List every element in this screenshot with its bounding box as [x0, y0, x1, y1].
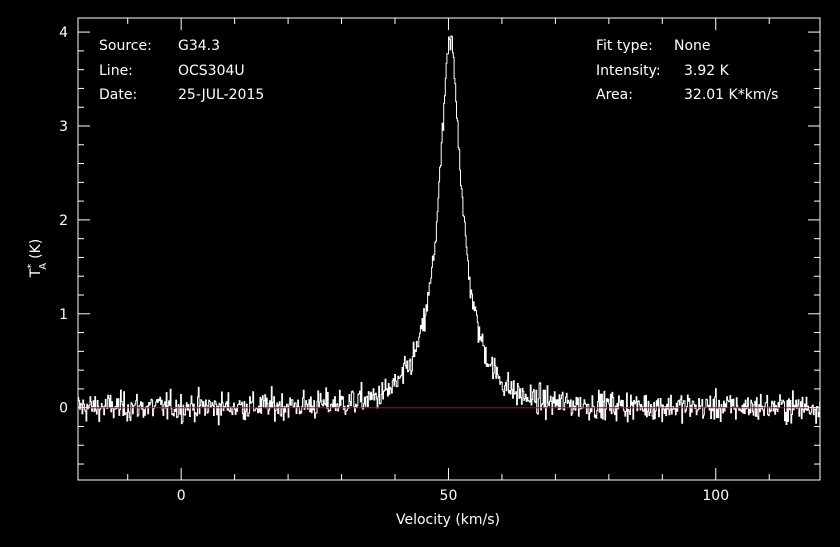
y-tick-label: 2	[59, 213, 68, 229]
y-axis-label-unit: (K)	[28, 239, 44, 259]
source-value: G34.3	[178, 38, 220, 54]
x-tick-label: 0	[177, 488, 186, 504]
y-tick-label: 1	[59, 307, 68, 323]
y-tick-label: 0	[59, 401, 68, 417]
x-axis-label: Velocity (km/s)	[396, 512, 500, 528]
line-label: Line:	[99, 63, 133, 79]
area-value: 32.01 K*km/s	[684, 87, 778, 103]
y-tick-label: 3	[59, 119, 68, 135]
date-label: Date:	[99, 87, 137, 103]
spectrum-series-line	[78, 35, 821, 426]
y-axis-label-sup: *	[26, 264, 37, 269]
axis-ticks: 0 50 100 0 1 2 3 4	[59, 18, 820, 504]
fit-type-value: None	[674, 38, 711, 54]
area-label: Area:	[596, 87, 633, 103]
line-value: OCS304U	[178, 63, 245, 79]
svg-text:T*A(K): T*A (K)	[26, 239, 49, 279]
x-tick-label: 100	[702, 488, 729, 504]
date-value: 25-JUL-2015	[178, 87, 264, 103]
y-tick-label: 4	[59, 25, 68, 41]
spectrum-trace-layer	[78, 35, 821, 426]
plot-frame	[77, 17, 821, 481]
x-tick-label: 50	[440, 488, 458, 504]
intensity-label: Intensity:	[596, 63, 661, 79]
fit-type-label: Fit type:	[596, 38, 653, 54]
y-axis-label-main: T	[28, 268, 44, 278]
intensity-value: 3.92 K	[684, 63, 730, 79]
y-axis-label: T*A (K)	[26, 239, 49, 279]
y-axis-label-sub: A	[38, 263, 49, 270]
source-label: Source:	[99, 38, 152, 54]
